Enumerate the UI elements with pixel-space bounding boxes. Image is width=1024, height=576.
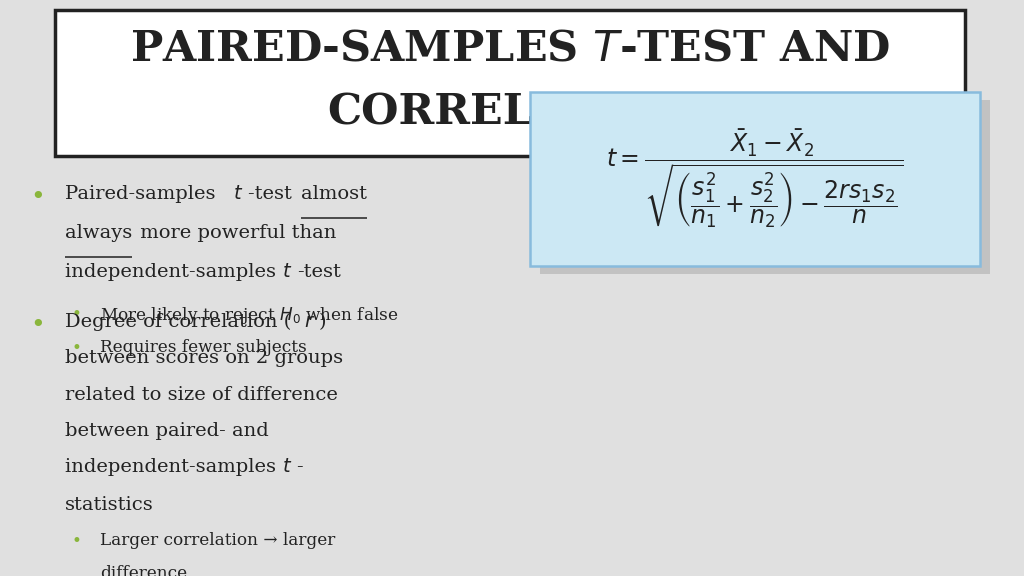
Text: -test: -test bbox=[298, 263, 341, 281]
Text: Degree of correlation (: Degree of correlation ( bbox=[65, 313, 292, 331]
Text: $\mathit{t}$: $\mathit{t}$ bbox=[232, 185, 243, 203]
Text: independent-samples: independent-samples bbox=[65, 458, 283, 476]
Text: CORRELATION: CORRELATION bbox=[327, 92, 693, 134]
Text: Requires fewer subjects: Requires fewer subjects bbox=[100, 339, 307, 356]
Text: -: - bbox=[296, 458, 303, 476]
Text: •: • bbox=[30, 313, 45, 337]
Text: More likely to reject $H_0$ when false: More likely to reject $H_0$ when false bbox=[100, 305, 398, 325]
Text: between scores on 2 groups: between scores on 2 groups bbox=[65, 349, 343, 367]
Text: •: • bbox=[72, 305, 82, 323]
Text: statistics: statistics bbox=[65, 497, 154, 514]
Text: •: • bbox=[72, 339, 82, 357]
FancyBboxPatch shape bbox=[530, 92, 980, 266]
Text: $\mathit{r}$: $\mathit{r}$ bbox=[304, 313, 315, 331]
Text: ): ) bbox=[318, 313, 326, 331]
Text: Larger correlation → larger: Larger correlation → larger bbox=[100, 532, 335, 549]
Text: Paired-samples: Paired-samples bbox=[65, 185, 222, 203]
Text: •: • bbox=[72, 532, 82, 550]
Text: related to size of difference: related to size of difference bbox=[65, 385, 338, 404]
Text: almost: almost bbox=[300, 185, 367, 203]
Text: $\mathit{t}$: $\mathit{t}$ bbox=[283, 263, 293, 281]
Text: always: always bbox=[65, 224, 132, 242]
Text: $t = \dfrac{\bar{X}_1 - \bar{X}_2}{\sqrt{\left(\dfrac{s_1^2}{n_1} + \dfrac{s_2^2: $t = \dfrac{\bar{X}_1 - \bar{X}_2}{\sqrt… bbox=[606, 127, 903, 230]
Text: between paired- and: between paired- and bbox=[65, 422, 268, 440]
Text: PAIRED-SAMPLES $\mathbf{\mathit{T}}$-TEST AND: PAIRED-SAMPLES $\mathbf{\mathit{T}}$-TES… bbox=[130, 28, 890, 70]
Text: more powerful than: more powerful than bbox=[133, 224, 336, 242]
FancyBboxPatch shape bbox=[55, 10, 965, 156]
Text: •: • bbox=[30, 185, 45, 209]
Text: difference: difference bbox=[100, 565, 187, 576]
Text: -test: -test bbox=[248, 185, 298, 203]
Text: $\mathit{t}$: $\mathit{t}$ bbox=[283, 458, 293, 476]
FancyBboxPatch shape bbox=[540, 100, 990, 274]
Text: independent-samples: independent-samples bbox=[65, 263, 283, 281]
